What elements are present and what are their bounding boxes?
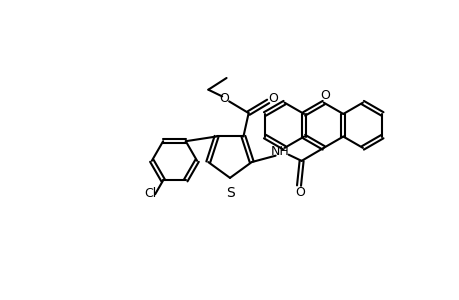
Text: NH: NH: [271, 145, 289, 158]
Text: O: O: [319, 89, 329, 102]
Text: O: O: [219, 92, 229, 105]
Text: Cl: Cl: [144, 187, 156, 200]
Text: S: S: [226, 186, 235, 200]
Text: O: O: [268, 92, 278, 105]
Text: O: O: [294, 186, 304, 199]
